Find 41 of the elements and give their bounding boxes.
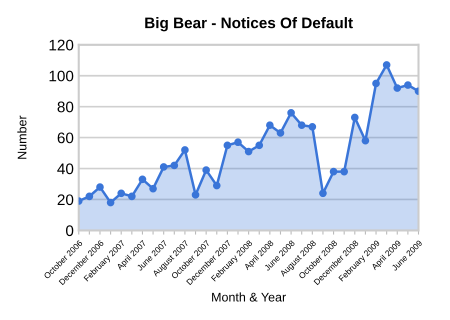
point [128, 192, 136, 200]
point [362, 136, 370, 145]
point [308, 122, 316, 131]
point [117, 189, 126, 198]
point [170, 162, 178, 170]
chart-title: Big Bear - Notices Of Default [145, 17, 353, 32]
point [106, 198, 114, 206]
point [319, 189, 327, 198]
point [138, 176, 146, 184]
point [181, 146, 189, 154]
point [255, 142, 264, 150]
y-tick-label: 40 [57, 163, 74, 174]
point [382, 61, 390, 69]
point [340, 168, 348, 176]
y-tick-label: 20 [58, 194, 74, 206]
point [234, 138, 242, 146]
x-axis-title: Month & Year [212, 292, 286, 302]
y-tick-label: 120 [50, 40, 74, 50]
y-tick-label: 60 [58, 132, 74, 144]
point [350, 114, 359, 122]
point [298, 121, 306, 130]
point [160, 163, 168, 171]
point [372, 80, 380, 88]
y-tick-label: 100 [50, 70, 74, 82]
point [393, 84, 402, 92]
point [149, 184, 157, 192]
point [287, 109, 295, 117]
point [96, 183, 104, 191]
y-tick-label: 80 [58, 102, 74, 112]
point [244, 148, 252, 156]
point [224, 142, 232, 150]
point [404, 81, 412, 89]
point [192, 191, 200, 199]
point [86, 192, 94, 200]
y-axis-title: Number [17, 116, 26, 159]
point [330, 168, 338, 176]
point [212, 182, 221, 190]
point [266, 121, 274, 130]
point [202, 166, 210, 174]
point [276, 129, 284, 137]
y-tick-label: 0 [66, 225, 74, 236]
